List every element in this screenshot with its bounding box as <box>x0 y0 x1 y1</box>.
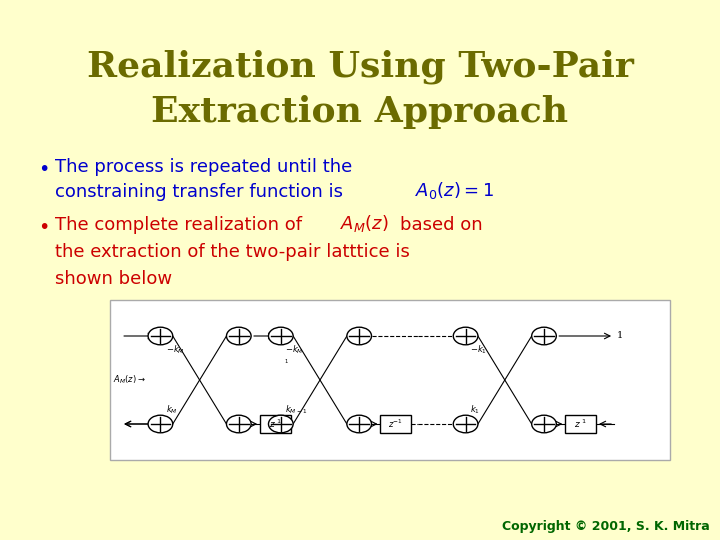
Text: $k_M$: $k_M$ <box>166 404 178 416</box>
Circle shape <box>269 415 293 433</box>
Circle shape <box>454 327 478 345</box>
Circle shape <box>227 415 251 433</box>
Text: constraining transfer function is: constraining transfer function is <box>55 183 343 201</box>
Circle shape <box>531 327 557 345</box>
Circle shape <box>347 415 372 433</box>
Circle shape <box>148 327 173 345</box>
Text: •: • <box>38 160 50 179</box>
Text: ${}_{1}$: ${}_{1}$ <box>284 357 289 367</box>
Bar <box>110 300 670 460</box>
Text: $A_M(z)$: $A_M(z)$ <box>340 213 389 234</box>
Text: the extraction of the two-pair latttice is: the extraction of the two-pair latttice … <box>55 243 410 261</box>
Text: 1: 1 <box>617 332 623 341</box>
Text: Extraction Approach: Extraction Approach <box>151 95 569 129</box>
Circle shape <box>454 415 478 433</box>
Text: The process is repeated until the: The process is repeated until the <box>55 158 352 176</box>
Text: $z^{\ 1}$: $z^{\ 1}$ <box>574 418 587 430</box>
Text: $k_{M-1}$: $k_{M-1}$ <box>285 404 307 416</box>
Text: $A_M(z) \rightarrow$: $A_M(z) \rightarrow$ <box>113 374 145 386</box>
Text: $-k_1$: $-k_1$ <box>470 344 487 356</box>
Text: $k_1$: $k_1$ <box>470 404 480 416</box>
Bar <box>260 415 291 433</box>
Text: $z^{-1}$: $z^{-1}$ <box>388 418 403 430</box>
Text: $-k_M$: $-k_M$ <box>285 344 304 356</box>
Circle shape <box>269 327 293 345</box>
Bar <box>380 415 411 433</box>
Text: Realization Using Two-Pair: Realization Using Two-Pair <box>86 50 634 84</box>
Text: based on: based on <box>400 216 482 234</box>
Circle shape <box>531 415 557 433</box>
Text: shown below: shown below <box>55 270 172 288</box>
Text: •: • <box>38 218 50 237</box>
Circle shape <box>227 327 251 345</box>
Text: The complete realization of: The complete realization of <box>55 216 302 234</box>
Circle shape <box>148 415 173 433</box>
Text: $A_0(z) = 1$: $A_0(z) = 1$ <box>415 180 494 201</box>
Bar <box>565 415 596 433</box>
Text: $-k_M$: $-k_M$ <box>166 344 185 356</box>
Text: $z^{\ 1}$: $z^{\ 1}$ <box>269 418 282 430</box>
Circle shape <box>347 327 372 345</box>
Text: Copyright © 2001, S. K. Mitra: Copyright © 2001, S. K. Mitra <box>503 520 710 533</box>
